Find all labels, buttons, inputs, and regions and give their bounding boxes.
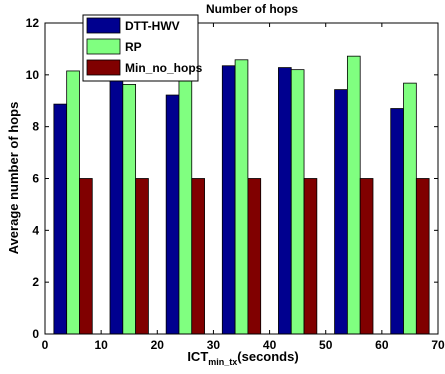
bar-min-no-hops-2 <box>135 178 149 335</box>
x-tick-label: 10 <box>94 338 108 352</box>
x-axis-title-suffix: (seconds) <box>237 349 298 364</box>
bar-rp-6 <box>346 55 361 335</box>
y-tick-label: 10 <box>26 68 40 82</box>
x-tick-label: 40 <box>263 338 277 352</box>
bar-rp-7 <box>403 82 417 335</box>
bar-min-no-hops-4 <box>247 178 262 335</box>
x-axis-title-main: ICT <box>187 349 208 364</box>
y-tick-label: 12 <box>26 16 40 30</box>
bar-min-no-hops-1 <box>79 178 93 335</box>
legend-label-2: RP <box>125 40 142 54</box>
x-axis: 0 10 20 30 40 50 60 70 <box>42 23 445 352</box>
y-tick-label: 0 <box>32 327 39 341</box>
legend-swatch-1 <box>86 17 121 34</box>
x-axis-title: ICTmin_tx(seconds) <box>187 349 298 367</box>
legend-label-1: DTT-HWV <box>125 19 180 33</box>
bar-rp-4 <box>234 59 249 335</box>
x-tick-label: 20 <box>151 338 165 352</box>
bar-dtt-hwv-4 <box>221 65 236 335</box>
bar-dtt-hwv-7 <box>390 108 404 335</box>
y-tick-label: 2 <box>32 275 39 289</box>
bar-min-no-hops-3 <box>191 178 205 335</box>
x-tick-label: 50 <box>319 338 333 352</box>
x-axis-title-subscript: min_tx <box>208 357 237 367</box>
y-tick-label: 6 <box>32 172 39 186</box>
bar-rp-1 <box>66 70 80 335</box>
bar-rp-3 <box>178 80 193 335</box>
bar-dtt-hwv-6 <box>334 89 348 335</box>
legend-label-3: Min_no_hops <box>125 61 203 75</box>
y-tick-label: 8 <box>32 120 39 134</box>
bar-dtt-hwv-1 <box>53 103 68 335</box>
bar-min-no-hops-6 <box>359 178 374 335</box>
x-tick-label: 0 <box>42 338 49 352</box>
y-tick-label: 4 <box>32 223 39 237</box>
bars-group <box>53 55 430 335</box>
bar-dtt-hwv-2 <box>109 78 124 335</box>
y-axis: 0 2 4 6 8 10 12 <box>26 16 438 341</box>
y-axis-title: Average number of hops <box>6 102 21 255</box>
legend: DTT-HWV RP Min_no_hops <box>82 14 203 82</box>
x-tick-label: 30 <box>207 338 221 352</box>
chart-title: Number of hops <box>206 2 298 16</box>
bar-min-no-hops-5 <box>303 178 318 335</box>
bar-dtt-hwv-3 <box>165 94 180 335</box>
bar-min-no-hops-7 <box>415 178 430 335</box>
legend-swatch-2 <box>86 38 121 55</box>
x-tick-label: 70 <box>431 338 445 352</box>
legend-swatch-3 <box>86 59 121 76</box>
bar-dtt-hwv-5 <box>278 67 292 335</box>
bar-rp-5 <box>290 69 305 335</box>
x-tick-label: 60 <box>375 338 389 352</box>
bar-rp-2 <box>122 84 137 335</box>
